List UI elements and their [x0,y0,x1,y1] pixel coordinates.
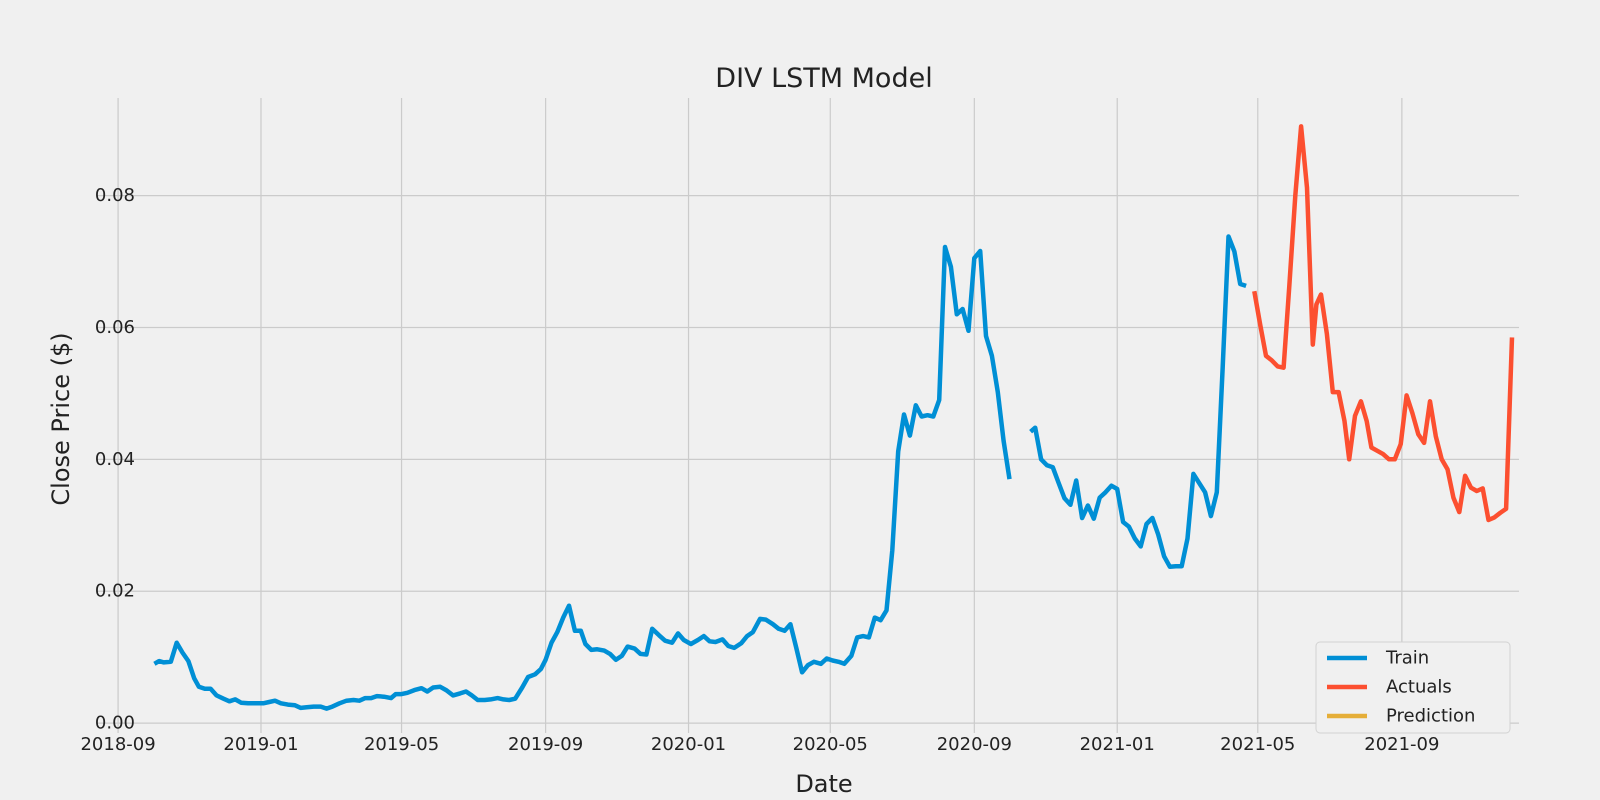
y-axis-label: Close Price ($) [47,332,75,505]
x-tick-label: 2021-01 [1080,734,1155,755]
train-series-line [1029,234,1247,570]
legend: Train Actuals Prediction [1315,641,1511,734]
x-tick-label: 2020-05 [793,734,868,755]
x-tick-label: 2020-01 [651,734,726,755]
x-tick-label: 2019-09 [508,734,583,755]
legend-label-prediction: Prediction [1386,706,1475,727]
y-tick-label: 0.06 [95,317,135,338]
x-tick-label: 2021-09 [1364,734,1439,755]
y-tick-label: 0.02 [95,581,135,602]
x-tick-label: 2020-09 [937,734,1012,755]
train-series-line [153,244,1012,711]
chart-title: DIV LSTM Model [715,63,932,94]
x-tick-label: 2018-09 [80,734,155,755]
actuals-series-line [1252,124,1515,523]
x-tick-label: 2021-05 [1220,734,1295,755]
series-lines [153,124,1515,711]
x-tick-label: 2019-01 [223,734,298,755]
x-tick-label: 2019-05 [364,734,439,755]
legend-box [1315,641,1511,734]
legend-label-train: Train [1385,648,1429,669]
y-tick-label: 0.00 [95,713,135,734]
tick-labels: 2018-09 2019-01 2019-05 2019-09 2020-01 2020-… [80,185,1439,755]
grid [97,98,1519,733]
y-tick-label: 0.08 [95,185,135,206]
legend-label-actuals: Actuals [1386,677,1452,698]
x-axis-label: Date [795,770,852,798]
y-tick-label: 0.04 [95,449,135,470]
